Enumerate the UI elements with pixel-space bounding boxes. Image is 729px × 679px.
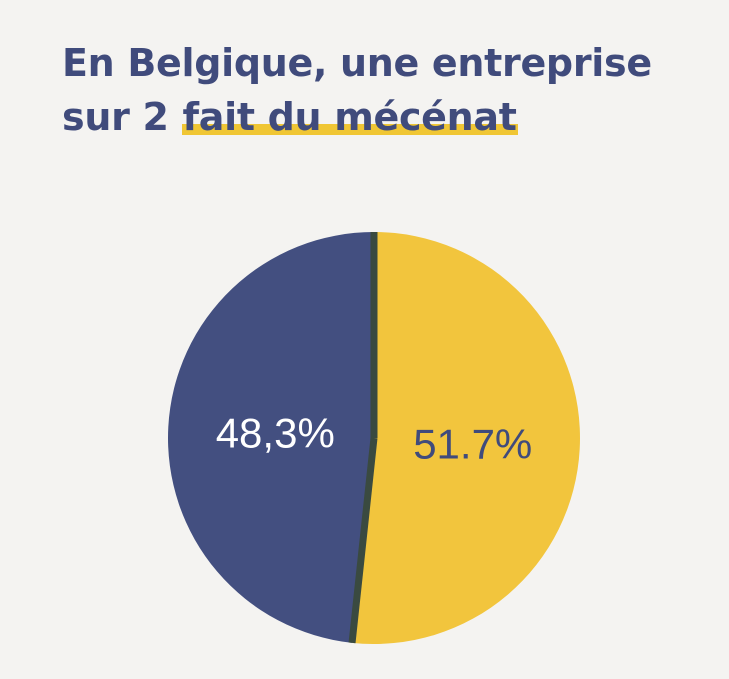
title-line-1: En Belgique, une entreprise — [62, 41, 652, 85]
title-line-2-plain: sur 2 — [62, 95, 182, 139]
title-line-2: sur 2 fait du mécénat — [62, 90, 712, 144]
pie-slice-2 — [352, 232, 580, 644]
slice-divider-2 — [348, 437, 378, 644]
title-highlight: fait du mécénat — [181, 95, 518, 139]
pie-label-1: 48,3% — [216, 410, 335, 457]
pie-slice-1 — [167, 232, 374, 643]
pie-label-2: 51.7% — [413, 420, 532, 467]
chart-title: En Belgique, une entreprise sur 2 fait d… — [62, 36, 712, 144]
